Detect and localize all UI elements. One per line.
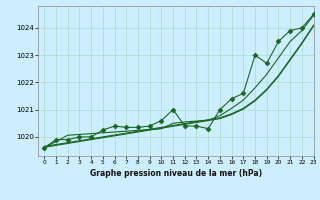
X-axis label: Graphe pression niveau de la mer (hPa): Graphe pression niveau de la mer (hPa) — [90, 169, 262, 178]
